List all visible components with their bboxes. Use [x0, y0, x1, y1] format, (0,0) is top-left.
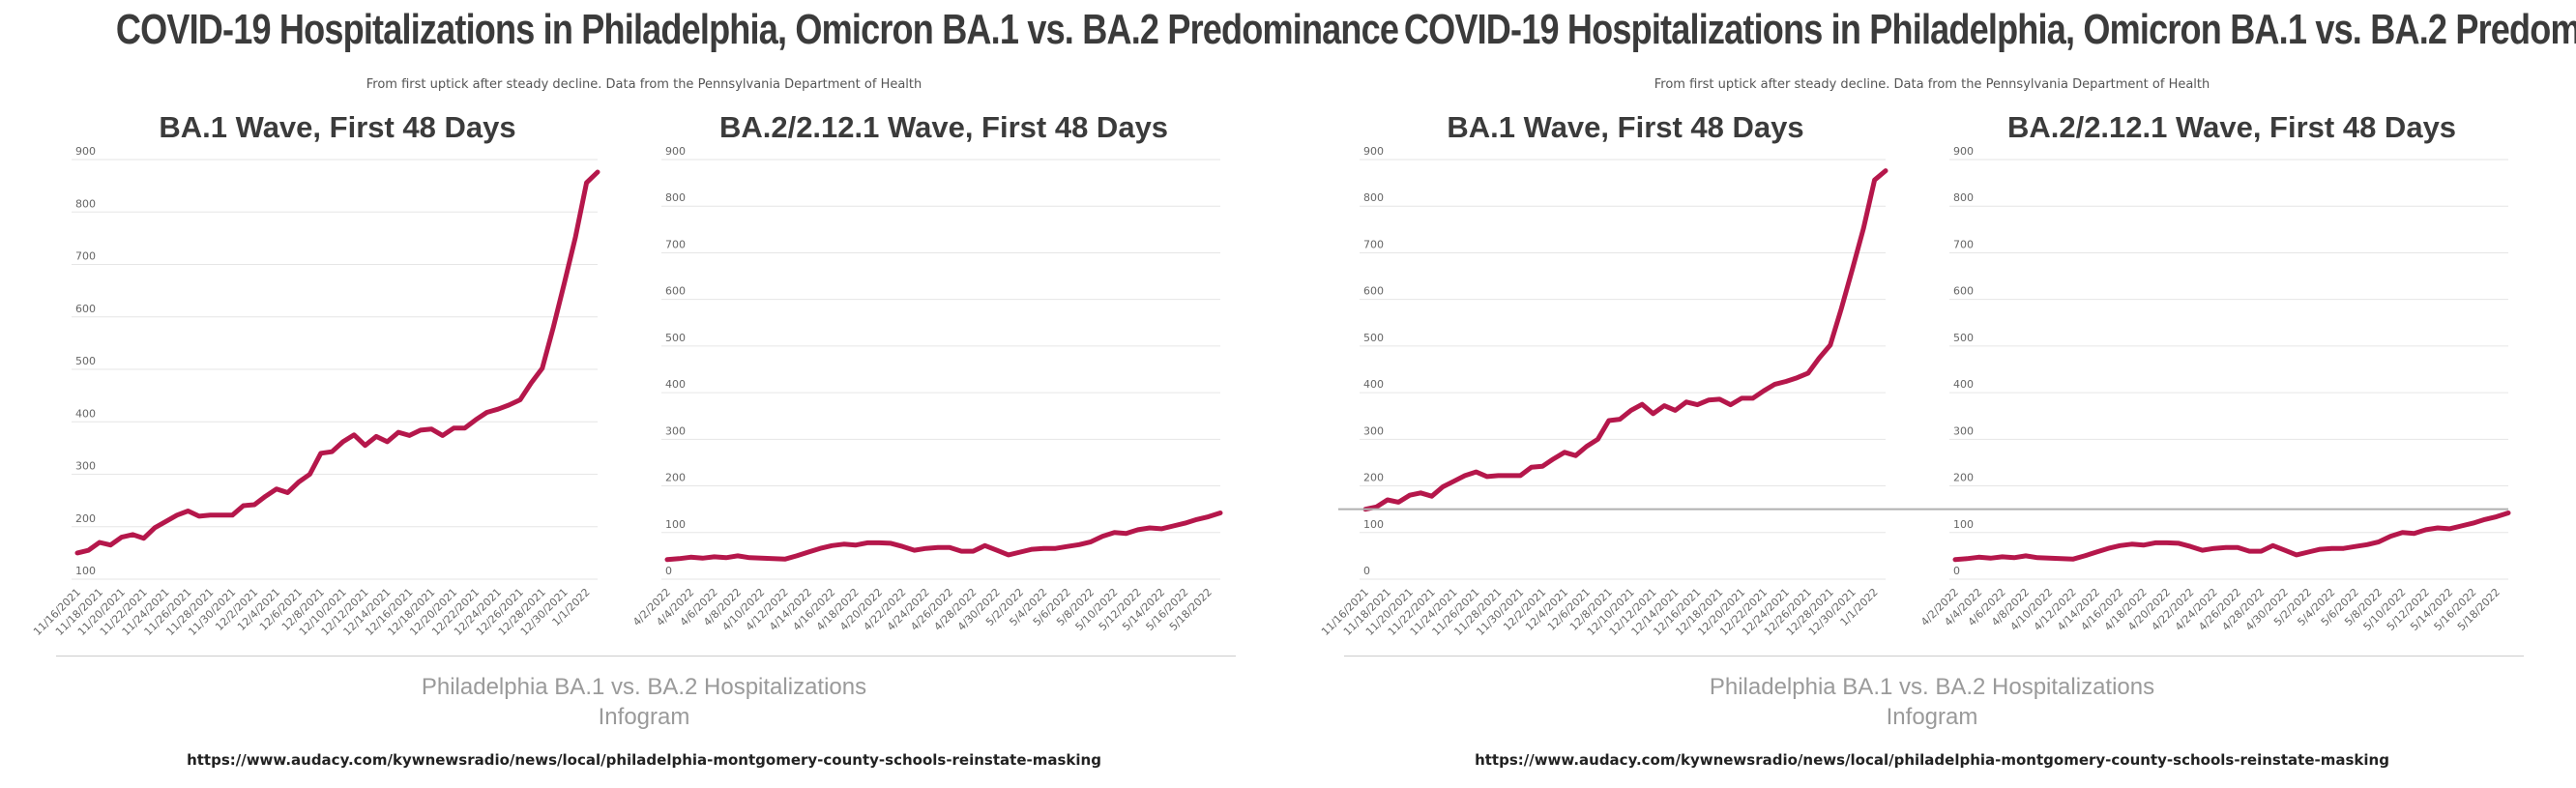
source-link-text[interactable]: https://www.audacy.com/kywnewsradio/news… [1475, 751, 2389, 769]
y-tick-label: 800 [1953, 191, 1974, 204]
footer-brand: Infogram [1886, 704, 1978, 730]
y-tick-label: 300 [665, 424, 686, 437]
line-chart: BA.2/2.12.1 Wave, First 48 Days 0 100 200 30… [1918, 110, 2511, 633]
y-tick-label: 600 [1363, 285, 1384, 298]
y-tick-label: 300 [1953, 424, 1974, 437]
y-tick-label: 400 [75, 407, 96, 420]
y-tick-label: 900 [1953, 145, 1974, 158]
footer-title: Philadelphia BA.1 vs. BA.2 Hospitalizati… [421, 674, 867, 700]
y-tick-label: 700 [1953, 238, 1974, 250]
source-link: https://www.audacy.com/kywnewsradio/news… [0, 751, 1288, 769]
y-tick-label: 400 [1953, 378, 1974, 391]
y-tick-label: 600 [75, 303, 96, 315]
page-title: COVID-19 Hospitalizations in Philadelphi… [1403, 6, 2576, 53]
y-tick-label: 500 [75, 355, 96, 367]
chart-title: BA.1 Wave, First 48 Days [159, 110, 515, 144]
footer-brand: Infogram [598, 704, 690, 730]
line-chart: BA.1 Wave, First 48 Days 100 200 300 400 500 6… [31, 110, 600, 638]
y-tick-label: 200 [75, 512, 96, 525]
source-link-text[interactable]: https://www.audacy.com/kywnewsradio/news… [187, 751, 1101, 769]
footer-title: Philadelphia BA.1 vs. BA.2 Hospitalizati… [1709, 674, 2155, 700]
series-line [664, 511, 1223, 563]
infographic-panel-right: COVID-19 Hospitalizations in Philadelphi… [1288, 0, 2576, 788]
line-chart: BA.2/2.12.1 Wave, First 48 Days 0 100 200 30… [630, 110, 1223, 633]
chart-title: BA.2/2.12.1 Wave, First 48 Days [719, 110, 1168, 144]
y-tick-label: 800 [75, 197, 96, 210]
charts-svg-right: BA.1 Wave, First 48 Days 0 100 200 300 400 500… [1319, 110, 2511, 638]
chart-title: BA.1 Wave, First 48 Days [1447, 110, 1803, 144]
divider [56, 656, 1236, 657]
source-link: https://www.audacy.com/kywnewsradio/news… [1288, 751, 2576, 769]
y-tick-label: 700 [75, 250, 96, 263]
y-tick-label: 200 [1363, 472, 1384, 484]
divider [1344, 656, 2524, 657]
y-tick-label: 900 [665, 145, 686, 158]
line-chart: BA.1 Wave, First 48 Days 0 100 200 300 400 500… [1319, 110, 1888, 638]
y-tick-label: 500 [1363, 332, 1384, 344]
y-tick-label: 100 [1953, 518, 1974, 531]
infographic-panel-left: COVID-19 Hospitalizations in Philadelphi… [0, 6, 1399, 769]
y-tick-label: 900 [1363, 145, 1384, 158]
y-tick-label: 700 [665, 238, 686, 250]
y-tick-label: 100 [75, 565, 96, 577]
y-tick-label: 500 [1953, 332, 1974, 344]
footer-caption: Philadelphia BA.1 vs. BA.2 Hospitalizati… [0, 672, 1288, 732]
series-line [1952, 511, 2511, 563]
series-line [74, 169, 600, 556]
y-tick-label: 400 [665, 378, 686, 391]
y-tick-label: 800 [665, 191, 686, 204]
y-tick-label: 200 [1953, 472, 1974, 484]
y-tick-label: 0 [1953, 565, 1960, 577]
y-tick-label: 200 [665, 472, 686, 484]
y-tick-label: 100 [665, 518, 686, 531]
y-tick-label: 900 [75, 145, 96, 158]
page-subtitle: From first uptick after steady decline. … [366, 77, 922, 92]
page-subtitle: From first uptick after steady decline. … [1654, 77, 2210, 92]
y-tick-label: 600 [665, 285, 686, 298]
y-tick-label: 500 [665, 332, 686, 344]
y-tick-label: 0 [665, 565, 672, 577]
y-tick-label: 100 [1363, 518, 1384, 531]
y-tick-label: 400 [1363, 378, 1384, 391]
y-tick-label: 600 [1953, 285, 1974, 298]
chart-title: BA.2/2.12.1 Wave, First 48 Days [2007, 110, 2456, 144]
y-tick-label: 800 [1363, 191, 1384, 204]
series-line [1362, 168, 1888, 512]
y-tick-label: 300 [75, 460, 96, 473]
y-tick-label: 300 [1363, 424, 1384, 437]
footer-caption: Philadelphia BA.1 vs. BA.2 Hospitalizati… [1288, 672, 2576, 732]
y-tick-label: 0 [1363, 565, 1370, 577]
y-tick-label: 700 [1363, 238, 1384, 250]
charts-svg-left: BA.1 Wave, First 48 Days 100 200 300 400 500 6… [31, 110, 1223, 638]
